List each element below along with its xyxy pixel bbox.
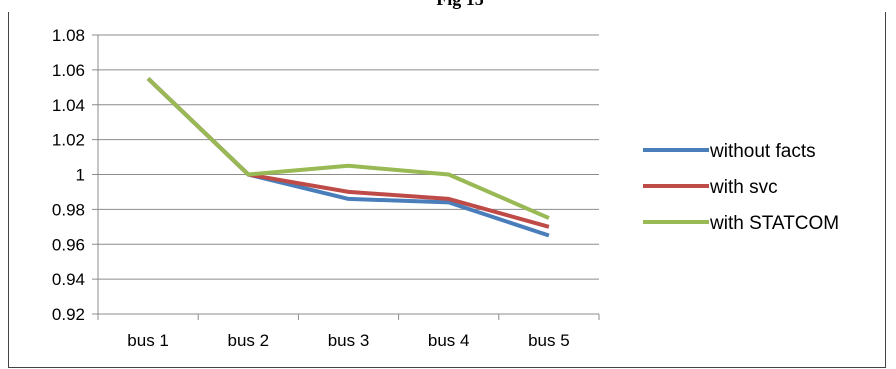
x-tick-label: bus 3 xyxy=(328,331,370,350)
figure-caption: Fig 15 xyxy=(0,0,896,12)
y-tick-label: 1 xyxy=(76,166,85,185)
y-tick-label: 0.94 xyxy=(52,270,85,289)
x-tick-label: bus 4 xyxy=(428,331,470,350)
y-tick-label: 1.06 xyxy=(52,61,85,80)
x-axis-tick-labels: bus 1 bus 2 bus 3 bus 4 bus 5 xyxy=(127,331,569,350)
series-lines xyxy=(146,77,550,238)
y-tick-label: 1.04 xyxy=(52,96,85,115)
legend-label: with svc xyxy=(709,177,778,198)
series-line-1 xyxy=(146,77,550,229)
x-tick-label: bus 5 xyxy=(528,331,570,350)
legend: without facts with svc with STATCOM xyxy=(643,141,839,234)
x-tick-label: bus 1 xyxy=(127,331,169,350)
y-tick-label: 0.96 xyxy=(52,235,85,254)
y-tick-label: 1.02 xyxy=(52,131,85,150)
y-tick-label: 0.92 xyxy=(52,305,85,324)
y-tick-label: 1.08 xyxy=(52,26,85,45)
gridlines xyxy=(92,34,599,315)
x-tick-label: bus 2 xyxy=(228,331,270,350)
legend-label: without facts xyxy=(709,141,816,162)
axes xyxy=(97,35,600,320)
y-axis-tick-labels: 0.92 0.94 0.96 0.98 1 1.02 1.04 1.06 1.08 xyxy=(52,26,85,324)
series-line-2 xyxy=(146,77,550,220)
legend-label: with STATCOM xyxy=(709,213,839,234)
y-tick-label: 0.98 xyxy=(52,200,85,219)
